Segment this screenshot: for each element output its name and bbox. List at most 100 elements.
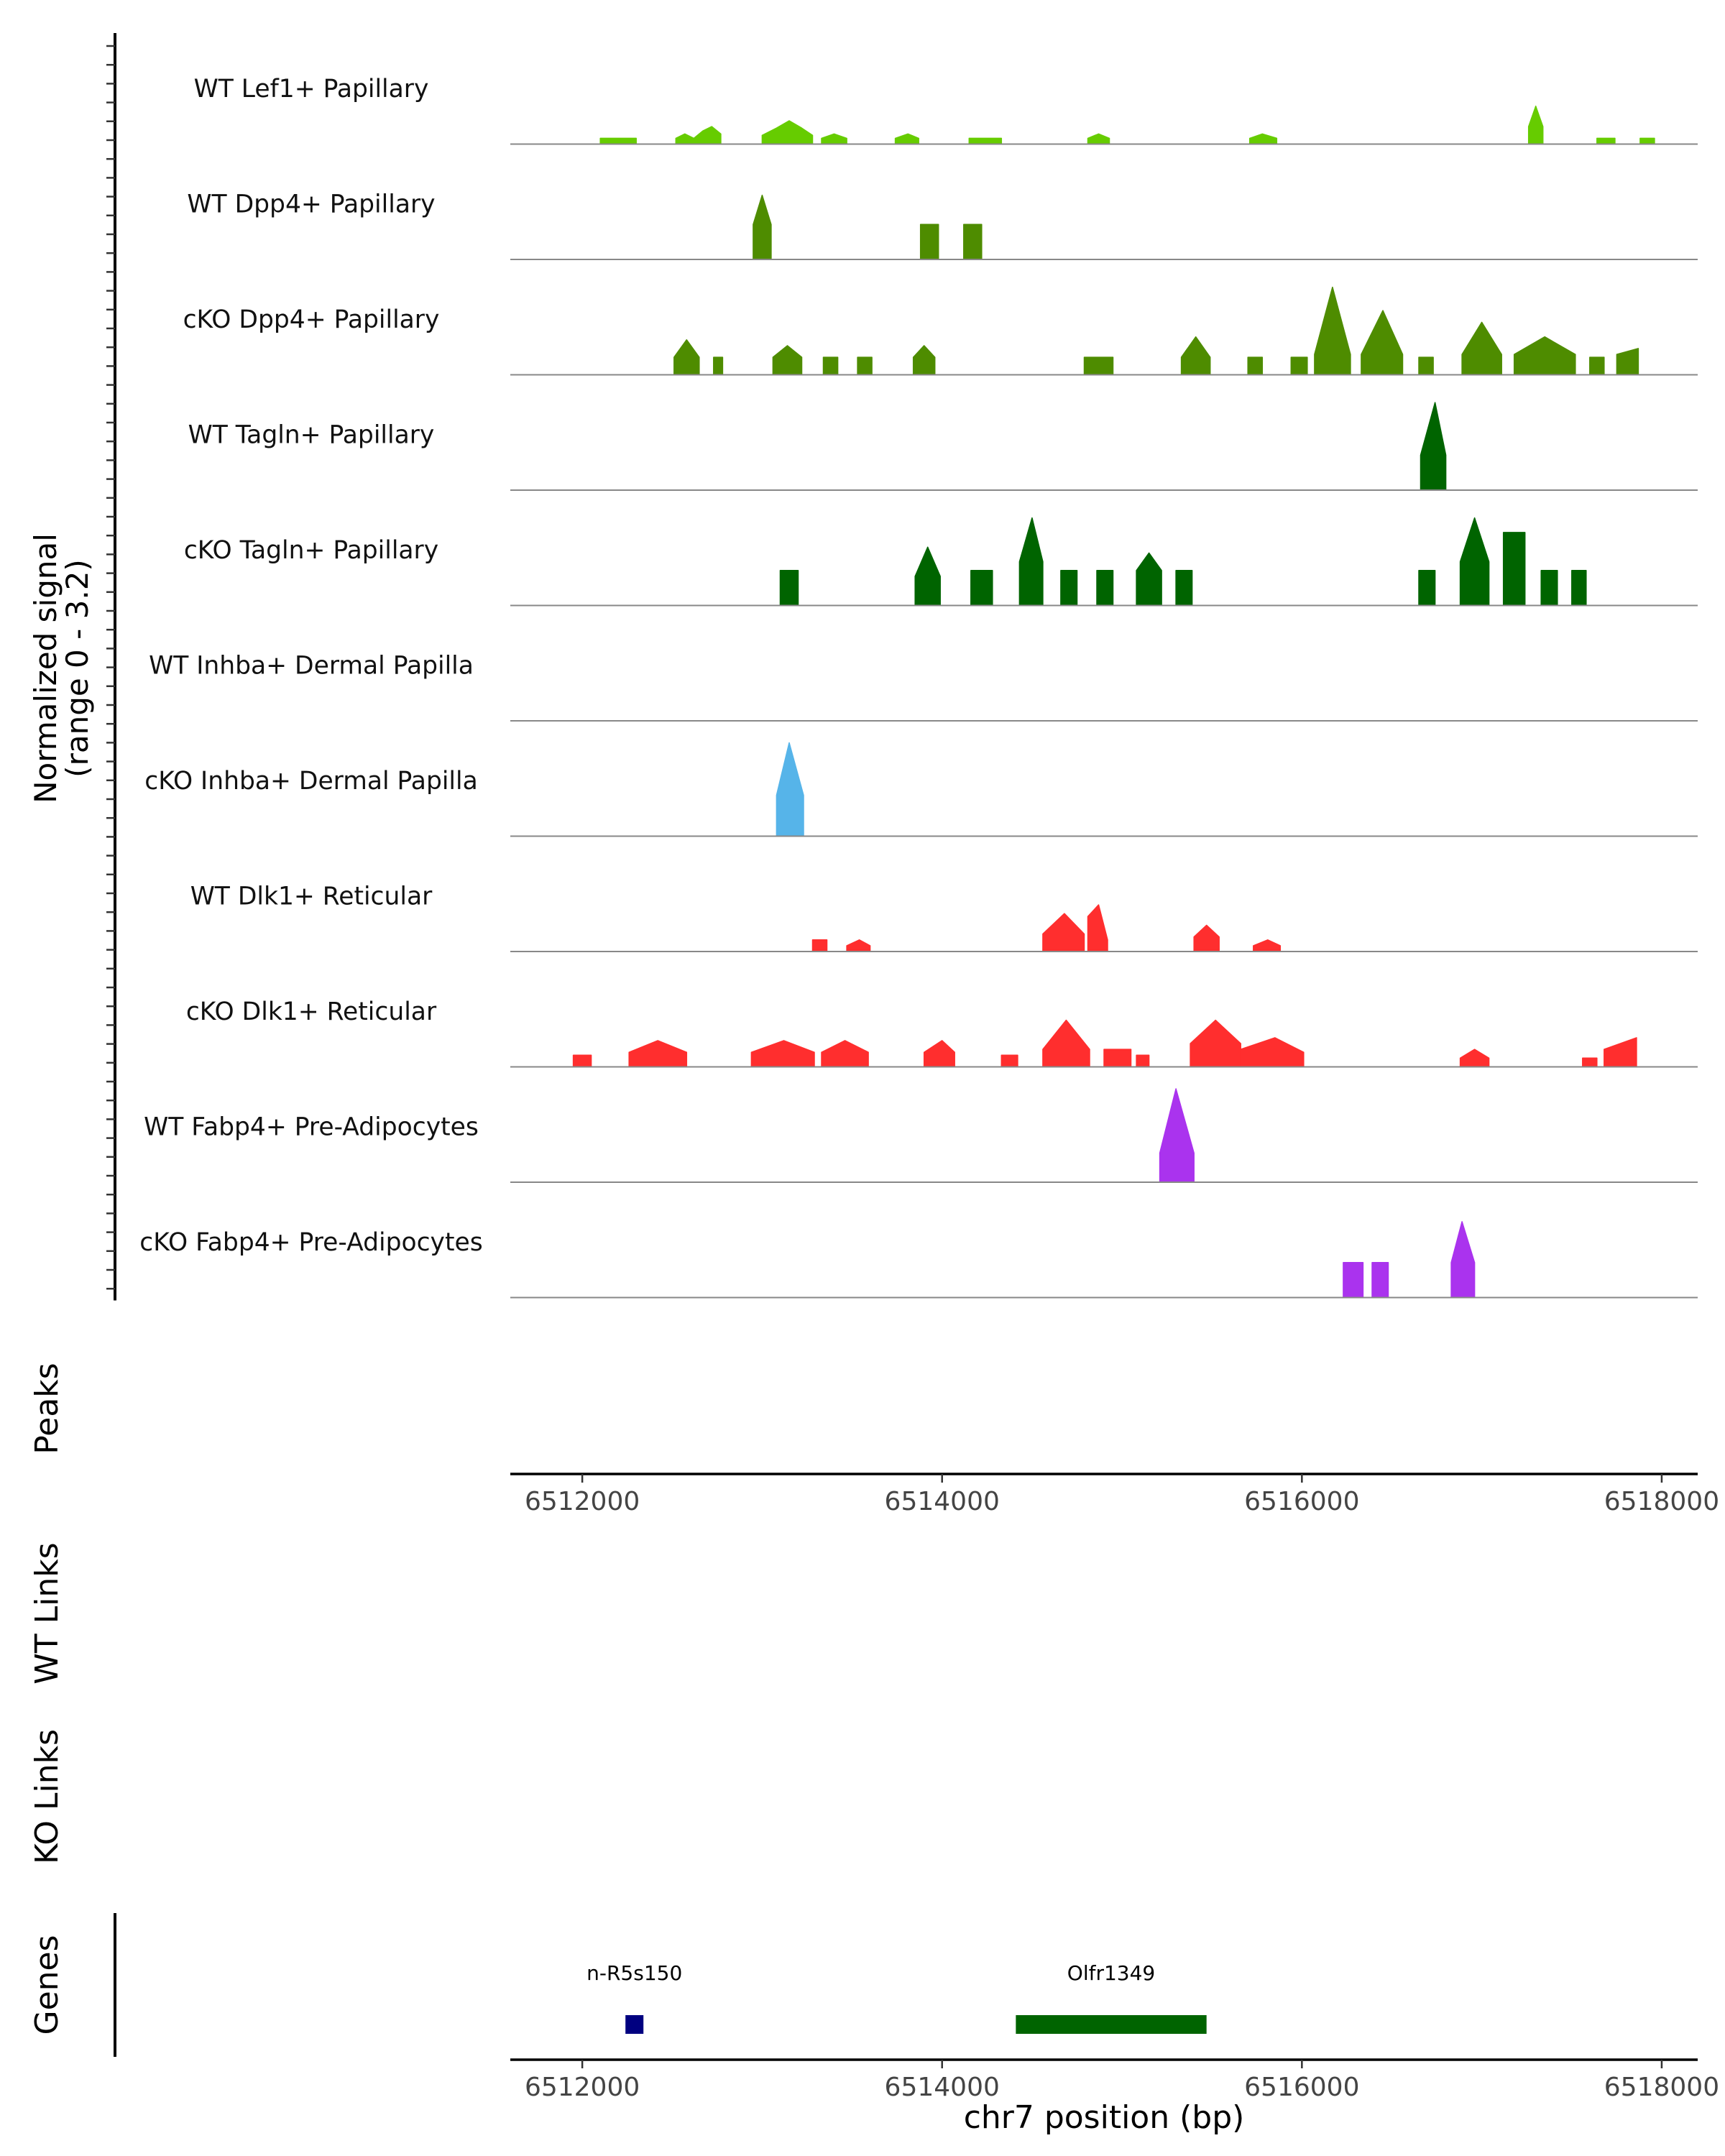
coverage-area xyxy=(1042,1019,1090,1068)
coverage-area xyxy=(1459,1049,1490,1068)
coverage-area xyxy=(923,1040,955,1068)
track-label: cKO Tagln+ Papillary xyxy=(184,536,438,565)
coverage-area xyxy=(1540,570,1558,607)
coverage-area xyxy=(912,345,936,376)
coverage-area xyxy=(1371,1262,1389,1299)
coverage-area xyxy=(1000,1054,1018,1068)
gene-name-label: n-R5s150 xyxy=(586,1961,682,1985)
x-axis-title: chr7 position (bp) xyxy=(964,2099,1245,2136)
coverage-area xyxy=(1418,356,1434,376)
genes-panel: Genes n-R5s150 Olfr1349 6512000 6514000 65160… xyxy=(29,1913,1719,2136)
track-label: WT Inhba+ Dermal Papilla xyxy=(149,652,474,681)
y-axis-label-line: (range 0 - 3.2) xyxy=(60,559,95,778)
coverage-area xyxy=(1018,517,1044,607)
peaks-x-tick-label: 6514000 xyxy=(885,1487,1000,1516)
genes-x-tick-label: 6514000 xyxy=(885,2073,1000,2102)
coverage-area xyxy=(1589,356,1605,376)
track-label: WT Tagln+ Papillary xyxy=(188,421,435,450)
gene-name-label: Olfr1349 xyxy=(1067,1961,1155,1985)
coverage-area xyxy=(963,224,983,260)
genes-x-tick-label: 6512000 xyxy=(525,2073,640,2102)
coverage-area xyxy=(673,339,700,376)
y-axis-label: Normalized signal(range 0 - 3.2) xyxy=(28,533,95,803)
coverage-area xyxy=(1461,321,1502,376)
coverage-area xyxy=(1248,133,1278,145)
track-name-label: WT Links xyxy=(29,1542,65,1684)
track-label: cKO Fabp4+ Pre-Adipocytes xyxy=(139,1228,482,1257)
coverage-area xyxy=(572,1054,592,1068)
peaks-x-tick-label: 6516000 xyxy=(1244,1487,1359,1516)
coverage-area xyxy=(1513,336,1576,376)
coverage-area xyxy=(1103,1049,1132,1068)
coverage-area xyxy=(1639,137,1655,145)
coverage-area xyxy=(919,224,939,260)
coverage-area xyxy=(1247,356,1264,376)
coverage-area xyxy=(894,133,919,145)
coverage-area xyxy=(1087,133,1110,145)
coverage-area xyxy=(599,137,637,145)
coverage-area xyxy=(628,1040,688,1068)
track-label: cKO Dlk1+ Reticular xyxy=(186,998,437,1026)
peaks-panel: Peaks 6512000 6514000 6516000 6518000 xyxy=(29,1363,1719,1516)
coverage-area xyxy=(1060,570,1078,607)
coverage-area xyxy=(822,356,839,376)
coverage-area xyxy=(846,939,871,952)
track-name-label: KO Links xyxy=(29,1729,65,1864)
coverage-area xyxy=(1253,939,1282,952)
track-name-label: Peaks xyxy=(29,1363,65,1454)
coverage-area xyxy=(713,356,724,376)
coverage-area xyxy=(1361,310,1404,376)
coverage-area xyxy=(1527,105,1544,145)
coverage-area xyxy=(1596,137,1616,145)
y-axis-label-line: Normalized signal xyxy=(28,533,63,803)
coverage-area xyxy=(1136,1054,1150,1068)
coverage-area xyxy=(1042,913,1085,952)
coverage-area xyxy=(776,742,804,837)
coverage-area xyxy=(750,1040,815,1068)
coverage-area xyxy=(1136,552,1162,607)
coverage-area xyxy=(753,194,772,260)
coverage-area xyxy=(1314,286,1351,376)
coverage-area xyxy=(1180,336,1211,376)
track-label: cKO Inhba+ Dermal Papilla xyxy=(144,767,478,796)
coverage-area xyxy=(1582,1057,1598,1068)
coverage-area xyxy=(1190,1019,1241,1068)
coverage-area xyxy=(1420,402,1447,491)
coverage-area xyxy=(1459,517,1490,607)
links-panel: WT Links KO Links xyxy=(29,1542,65,1864)
coverage-area xyxy=(761,120,814,145)
coverage-area xyxy=(1193,924,1220,952)
track-label: WT Dlk1+ Reticular xyxy=(190,883,433,911)
coverage-area xyxy=(811,939,828,952)
coverage-area xyxy=(1604,1037,1637,1068)
coverage-area xyxy=(968,137,1003,145)
coverage-area xyxy=(1290,356,1308,376)
track-label: WT Fabp4+ Pre-Adipocytes xyxy=(144,1113,479,1142)
peaks-x-tick-label: 6512000 xyxy=(525,1487,640,1516)
genes-x-tick-label: 6516000 xyxy=(1244,2073,1359,2102)
coverage-area xyxy=(821,1040,869,1068)
coverage-area xyxy=(1418,570,1436,607)
gene-body xyxy=(1016,2015,1207,2034)
coverage-area xyxy=(1159,1088,1195,1183)
coverage-area xyxy=(1343,1262,1364,1299)
coverage-panel: Normalized signal(range 0 - 3.2) WT Lef1+… xyxy=(28,33,1698,1301)
coverage-area xyxy=(1096,570,1114,607)
coverage-area xyxy=(1450,1221,1476,1299)
coverage-area xyxy=(772,345,803,376)
coverage-area xyxy=(779,570,799,607)
coverage-area xyxy=(1571,570,1587,607)
gene-body xyxy=(625,2015,644,2034)
track-label: WT Lef1+ Papillary xyxy=(194,75,429,103)
track-label: WT Dpp4+ Papillary xyxy=(187,190,435,219)
coverage-area xyxy=(1240,1037,1305,1068)
genes-track-label: Genes xyxy=(29,1935,65,2035)
coverage-area xyxy=(821,133,847,145)
coverage-area xyxy=(675,126,722,145)
coverage-area xyxy=(1616,348,1639,376)
coverage-area xyxy=(1502,532,1526,607)
track-label: cKO Dpp4+ Papillary xyxy=(183,305,440,334)
coverage-area xyxy=(970,570,993,607)
coverage-area xyxy=(857,356,873,376)
